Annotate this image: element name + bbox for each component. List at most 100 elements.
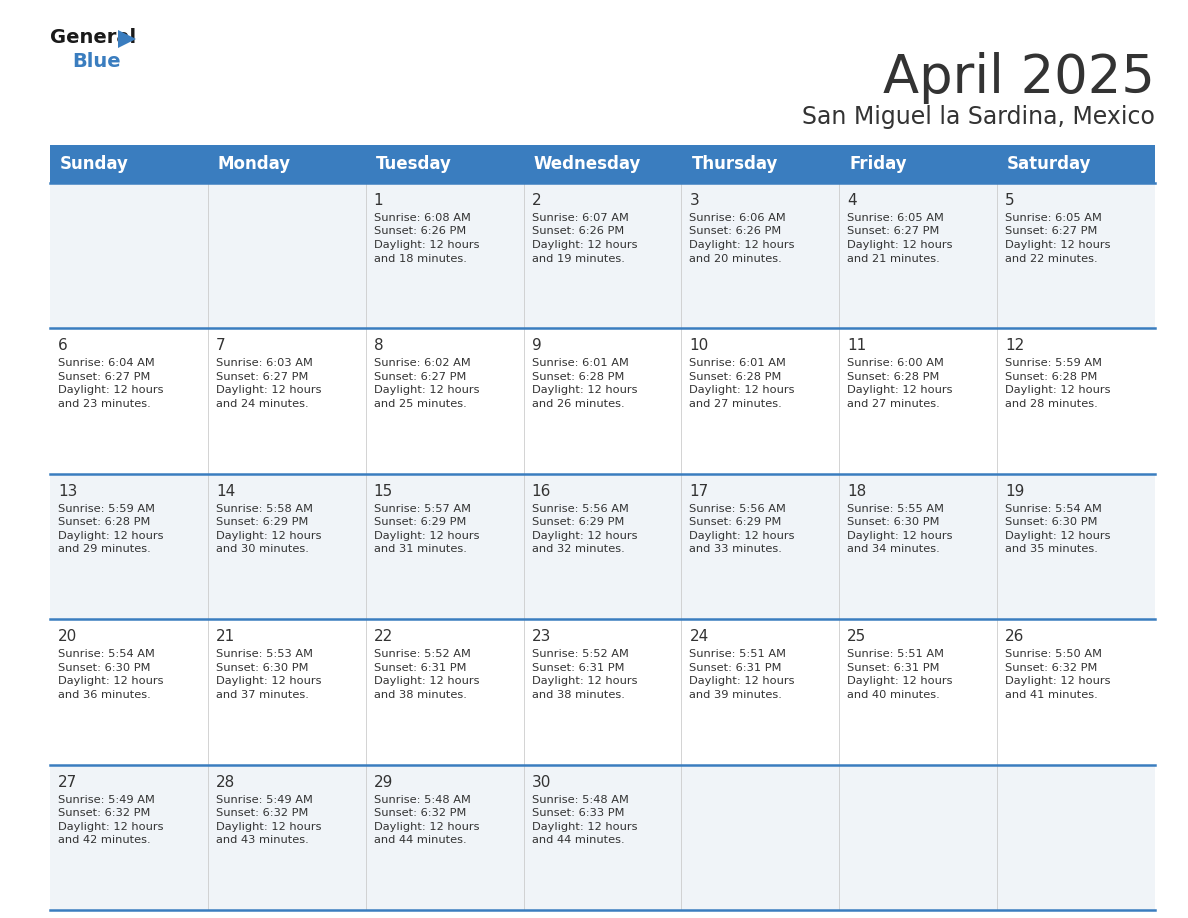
- Bar: [208, 329, 366, 474]
- Text: and 27 minutes.: and 27 minutes.: [689, 399, 782, 409]
- Text: Sunrise: 6:00 AM: Sunrise: 6:00 AM: [847, 358, 944, 368]
- Text: Sunset: 6:26 PM: Sunset: 6:26 PM: [531, 227, 624, 237]
- Bar: [682, 145, 839, 183]
- Text: Sunset: 6:30 PM: Sunset: 6:30 PM: [58, 663, 151, 673]
- Bar: [682, 183, 839, 329]
- Bar: [524, 329, 682, 474]
- Text: Sunset: 6:32 PM: Sunset: 6:32 PM: [1005, 663, 1098, 673]
- Text: Sunrise: 5:59 AM: Sunrise: 5:59 AM: [1005, 358, 1102, 368]
- Text: Daylight: 12 hours: Daylight: 12 hours: [216, 531, 322, 541]
- Text: Blue: Blue: [72, 52, 121, 71]
- Bar: [997, 145, 1155, 183]
- Bar: [50, 329, 208, 474]
- Text: 24: 24: [689, 629, 709, 644]
- Text: 12: 12: [1005, 339, 1024, 353]
- Text: Sunset: 6:31 PM: Sunset: 6:31 PM: [531, 663, 624, 673]
- Text: Daylight: 12 hours: Daylight: 12 hours: [374, 531, 479, 541]
- Text: and 21 minutes.: and 21 minutes.: [847, 253, 940, 263]
- Text: and 27 minutes.: and 27 minutes.: [847, 399, 940, 409]
- Text: and 38 minutes.: and 38 minutes.: [531, 689, 625, 700]
- Text: and 43 minutes.: and 43 minutes.: [216, 835, 309, 845]
- Bar: [682, 620, 839, 765]
- Text: Daylight: 12 hours: Daylight: 12 hours: [689, 677, 795, 686]
- Text: and 22 minutes.: and 22 minutes.: [1005, 253, 1098, 263]
- Text: Sunrise: 5:52 AM: Sunrise: 5:52 AM: [374, 649, 470, 659]
- Text: Sunrise: 5:55 AM: Sunrise: 5:55 AM: [847, 504, 944, 514]
- Bar: [839, 183, 997, 329]
- Text: and 32 minutes.: and 32 minutes.: [531, 544, 625, 554]
- Text: Sunrise: 6:07 AM: Sunrise: 6:07 AM: [531, 213, 628, 223]
- Text: Daylight: 12 hours: Daylight: 12 hours: [847, 677, 953, 686]
- Text: Sunrise: 5:54 AM: Sunrise: 5:54 AM: [58, 649, 154, 659]
- Text: 7: 7: [216, 339, 226, 353]
- Text: Daylight: 12 hours: Daylight: 12 hours: [531, 822, 637, 832]
- Bar: [208, 474, 366, 620]
- Text: Sunset: 6:31 PM: Sunset: 6:31 PM: [374, 663, 466, 673]
- Bar: [839, 145, 997, 183]
- Text: Daylight: 12 hours: Daylight: 12 hours: [1005, 240, 1111, 250]
- Bar: [50, 183, 208, 329]
- Text: Daylight: 12 hours: Daylight: 12 hours: [374, 386, 479, 396]
- Text: Sunrise: 5:54 AM: Sunrise: 5:54 AM: [1005, 504, 1102, 514]
- Text: Sunset: 6:28 PM: Sunset: 6:28 PM: [1005, 372, 1098, 382]
- Text: Sunrise: 5:51 AM: Sunrise: 5:51 AM: [689, 649, 786, 659]
- Bar: [366, 329, 524, 474]
- Bar: [208, 765, 366, 910]
- Text: Daylight: 12 hours: Daylight: 12 hours: [374, 677, 479, 686]
- Text: Daylight: 12 hours: Daylight: 12 hours: [1005, 531, 1111, 541]
- Bar: [50, 620, 208, 765]
- Text: Sunset: 6:28 PM: Sunset: 6:28 PM: [847, 372, 940, 382]
- Bar: [524, 620, 682, 765]
- Text: Sunrise: 5:58 AM: Sunrise: 5:58 AM: [216, 504, 312, 514]
- Text: Sunset: 6:32 PM: Sunset: 6:32 PM: [216, 808, 308, 818]
- Bar: [839, 474, 997, 620]
- Text: Sunset: 6:30 PM: Sunset: 6:30 PM: [1005, 518, 1098, 527]
- Text: Sunrise: 6:01 AM: Sunrise: 6:01 AM: [689, 358, 786, 368]
- Text: Sunset: 6:30 PM: Sunset: 6:30 PM: [847, 518, 940, 527]
- Text: and 44 minutes.: and 44 minutes.: [374, 835, 467, 845]
- Text: and 37 minutes.: and 37 minutes.: [216, 689, 309, 700]
- Text: 26: 26: [1005, 629, 1024, 644]
- Text: and 35 minutes.: and 35 minutes.: [1005, 544, 1098, 554]
- Text: Sunrise: 6:04 AM: Sunrise: 6:04 AM: [58, 358, 154, 368]
- Text: Daylight: 12 hours: Daylight: 12 hours: [689, 386, 795, 396]
- Text: Sunset: 6:27 PM: Sunset: 6:27 PM: [847, 227, 940, 237]
- Text: 6: 6: [58, 339, 68, 353]
- Bar: [50, 765, 208, 910]
- Text: Sunset: 6:27 PM: Sunset: 6:27 PM: [1005, 227, 1098, 237]
- Text: Daylight: 12 hours: Daylight: 12 hours: [58, 822, 164, 832]
- Text: 5: 5: [1005, 193, 1015, 208]
- Text: and 18 minutes.: and 18 minutes.: [374, 253, 467, 263]
- Text: 16: 16: [531, 484, 551, 498]
- Text: and 30 minutes.: and 30 minutes.: [216, 544, 309, 554]
- Text: Sunset: 6:29 PM: Sunset: 6:29 PM: [374, 518, 466, 527]
- Text: Daylight: 12 hours: Daylight: 12 hours: [216, 677, 322, 686]
- Text: 4: 4: [847, 193, 857, 208]
- Text: 27: 27: [58, 775, 77, 789]
- Bar: [524, 765, 682, 910]
- Bar: [839, 329, 997, 474]
- Text: Sunrise: 5:48 AM: Sunrise: 5:48 AM: [374, 795, 470, 804]
- Text: Sunset: 6:31 PM: Sunset: 6:31 PM: [689, 663, 782, 673]
- Text: Wednesday: Wednesday: [533, 155, 642, 173]
- Text: 1: 1: [374, 193, 384, 208]
- Bar: [366, 183, 524, 329]
- Text: Sunrise: 5:49 AM: Sunrise: 5:49 AM: [216, 795, 312, 804]
- Text: Sunrise: 5:59 AM: Sunrise: 5:59 AM: [58, 504, 154, 514]
- Text: 29: 29: [374, 775, 393, 789]
- Bar: [997, 329, 1155, 474]
- Bar: [839, 620, 997, 765]
- Text: 18: 18: [847, 484, 866, 498]
- Bar: [682, 329, 839, 474]
- Text: Sunset: 6:28 PM: Sunset: 6:28 PM: [689, 372, 782, 382]
- Text: 23: 23: [531, 629, 551, 644]
- Text: Sunrise: 5:57 AM: Sunrise: 5:57 AM: [374, 504, 470, 514]
- Text: Sunrise: 6:05 AM: Sunrise: 6:05 AM: [1005, 213, 1102, 223]
- Bar: [997, 183, 1155, 329]
- Bar: [524, 145, 682, 183]
- Text: and 36 minutes.: and 36 minutes.: [58, 689, 151, 700]
- Bar: [997, 474, 1155, 620]
- Bar: [208, 183, 366, 329]
- Bar: [208, 145, 366, 183]
- Text: 15: 15: [374, 484, 393, 498]
